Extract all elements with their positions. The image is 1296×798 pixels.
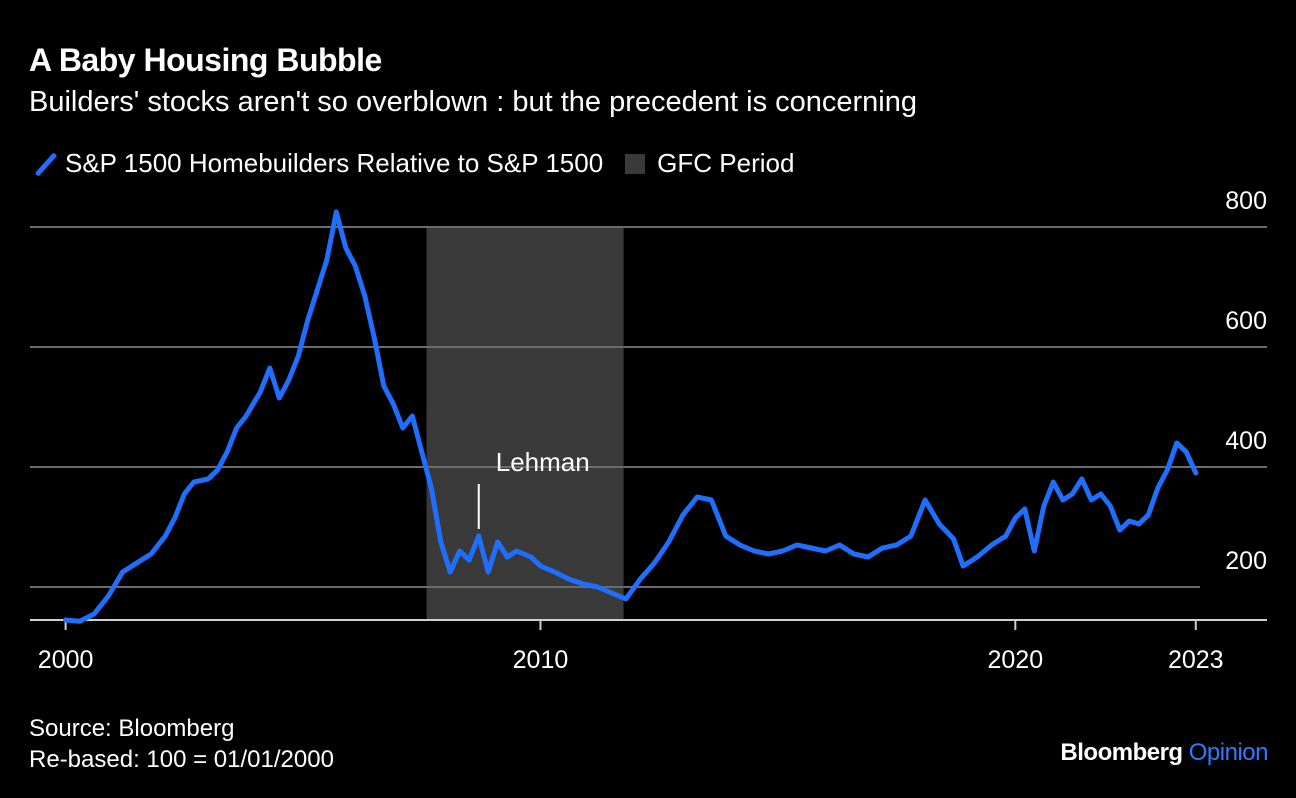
- legend: S&P 1500 Homebuilders Relative to S&P 15…: [29, 148, 816, 179]
- brand-logo: Bloomberg Opinion: [1060, 739, 1268, 767]
- x-tick-label-2020: 2020: [988, 646, 1044, 674]
- square-swatch-icon: [625, 153, 646, 174]
- annotation-lehman: Lehman: [496, 447, 590, 477]
- y-tick-label-800: 800: [1225, 187, 1267, 215]
- chart-subtitle: Builders' stocks aren't so overblown : b…: [29, 86, 917, 118]
- rebase-note: Re-based: 100 = 01/01/2000: [29, 746, 334, 773]
- x-tick-label-2010: 2010: [513, 646, 569, 674]
- y-tick-label-200: 200: [1225, 547, 1267, 575]
- y-tick-label-600: 600: [1225, 307, 1267, 335]
- legend-item-gfc: GFC Period: [625, 148, 794, 179]
- chart-title: A Baby Housing Bubble: [29, 42, 382, 78]
- series-line-homebuilders: [63, 209, 1199, 624]
- legend-series-label: S&P 1500 Homebuilders Relative to S&P 15…: [65, 148, 604, 178]
- legend-gfc-label: GFC Period: [657, 148, 795, 178]
- legend-item-series: S&P 1500 Homebuilders Relative to S&P 15…: [29, 148, 603, 179]
- source-text: Source: Bloomberg: [29, 715, 235, 742]
- brand-accent: Opinion: [1188, 739, 1269, 766]
- x-tick-label-2000: 2000: [38, 646, 94, 674]
- brand-main: Bloomberg: [1060, 739, 1183, 766]
- source-note: Source: Bloomberg Re-based: 100 = 01/01/…: [29, 713, 334, 775]
- y-tick-label-400: 400: [1225, 427, 1267, 455]
- x-tick-label-2023: 2023: [1168, 646, 1224, 674]
